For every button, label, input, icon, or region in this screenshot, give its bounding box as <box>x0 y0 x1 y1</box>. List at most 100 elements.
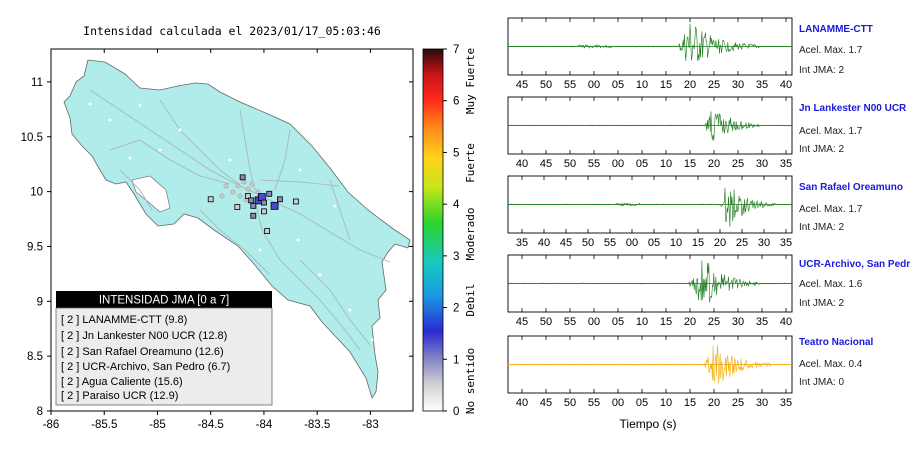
lon-tick-label: -85 <box>149 419 166 431</box>
trace-tick-label: 55 <box>588 397 600 409</box>
trace-waveform <box>507 345 792 384</box>
trace-tick-label: 20 <box>708 158 720 170</box>
station-name: San Rafael Oreamuno <box>799 182 903 193</box>
station-accel: Acel. Max. 1.7 <box>799 126 863 137</box>
trace-tick-label: 10 <box>660 158 672 170</box>
waveform-panel: 45 50 55 00 05 10 15 20 25 30 35 40 <box>507 17 793 91</box>
station-name: Teatro Nacional <box>799 337 874 348</box>
trace-tick-label: 50 <box>564 158 576 170</box>
station-accel: Acel. Max. 1.6 <box>799 279 863 290</box>
intensity-marker <box>261 199 267 206</box>
legend-item: [ 2 ] Jn Lankester N00 UCR (12.8) <box>61 330 227 342</box>
trace-tick-label: 05 <box>636 158 648 170</box>
trace-tick-label: 50 <box>564 397 576 409</box>
trace-tick-label: 55 <box>564 316 576 328</box>
cbar-tick-label: 6 <box>453 96 459 108</box>
trace-tick-label: 00 <box>612 158 624 170</box>
lat-tick-label: 9.5 <box>27 241 43 253</box>
road-network <box>89 89 391 351</box>
trace-waveform <box>507 23 792 62</box>
intensity-marker <box>250 202 257 209</box>
cbar-label: No sentido <box>464 348 477 414</box>
intensity-marker <box>270 201 279 210</box>
cbar-tick-label: 4 <box>453 199 460 211</box>
trace-tick-label: 40 <box>780 316 792 328</box>
trace-tick-label: 30 <box>732 79 744 91</box>
station-accel: Acel. Max. 0.4 <box>799 359 863 370</box>
waveform-panel: 40 45 50 55 00 05 10 15 20 25 30 35 <box>507 335 793 409</box>
trace-tick-label: 30 <box>756 397 768 409</box>
trace-tick-label: 05 <box>612 79 624 91</box>
station-accel: Acel. Max. 1.7 <box>799 204 863 215</box>
lat-tick-label: 8 <box>37 406 43 418</box>
cbar-tick-label: 5 <box>453 147 459 159</box>
lon-tick-label: -85.5 <box>91 419 117 431</box>
trace-tick-label: 50 <box>540 316 552 328</box>
trace-tick-label: 05 <box>636 397 648 409</box>
trace-tick-label: 20 <box>684 316 696 328</box>
trace-tick-label: 00 <box>588 316 600 328</box>
lon-tick-label: -83 <box>362 419 379 431</box>
trace-tick-label: 25 <box>736 237 748 249</box>
trace-tick-label: 50 <box>582 237 594 249</box>
waveform-panel: 45 50 55 00 05 10 15 20 25 30 35 40 <box>507 254 793 328</box>
trace-tick-label: 35 <box>756 79 768 91</box>
intensity-legend: INTENSIDAD JMA [0 a 7] [ 2 ] LANAMME-CTT… <box>55 291 273 406</box>
intensity-marker <box>292 198 299 205</box>
station-jma: Int JMA: 2 <box>799 298 845 309</box>
trace-tick-label: 10 <box>636 316 648 328</box>
trace-tick-label: 15 <box>660 316 672 328</box>
station-jma: Int JMA: 0 <box>799 377 845 388</box>
trace-tick-label: 25 <box>732 397 744 409</box>
map-title: Intensidad calculada el 2023/01/17_05:03… <box>83 24 381 38</box>
trace-waveform <box>507 187 792 227</box>
station-name: UCR-Archivo, San Pedro <box>799 259 910 270</box>
colorbar: 7 6 5 4 3 2 1 0 Muy Fuerte Fuerte Moderado Debi… <box>422 44 477 418</box>
trace-tick-label: 10 <box>636 79 648 91</box>
trace-tick-label: 25 <box>708 316 720 328</box>
intensity-marker <box>248 197 255 204</box>
station-jma: Int JMA: 2 <box>799 222 845 233</box>
trace-tick-label: 10 <box>660 397 672 409</box>
intensity-marker <box>239 174 246 181</box>
legend-title: INTENSIDAD JMA [0 a 7] <box>99 295 229 307</box>
cbar-tick-label: 7 <box>453 44 459 56</box>
trace-tick-label: 30 <box>756 158 768 170</box>
intensity-marker <box>261 208 267 215</box>
trace-tick-label: 35 <box>756 316 768 328</box>
lon-tick-label: -84 <box>256 419 273 431</box>
trace-tick-label: 00 <box>612 397 624 409</box>
intensity-marker <box>266 190 273 197</box>
legend-item: [ 2 ] Agua Caliente (15.6) <box>61 376 183 388</box>
costa-rica-land <box>63 59 411 399</box>
lat-tick-label: 10.5 <box>21 132 43 144</box>
trace-waveform <box>507 260 792 303</box>
trace-tick-label: 30 <box>758 237 770 249</box>
trace-tick-label: 15 <box>684 397 696 409</box>
lon-tick-label: -83.5 <box>304 419 330 431</box>
waveform-panels: 45 50 55 00 05 10 15 20 25 30 35 40 40 45 50 55 00 05 10 15… <box>507 17 793 409</box>
trace-tick-label: 15 <box>660 79 672 91</box>
trace-tick-label: 20 <box>708 397 720 409</box>
trace-tick-label: 15 <box>692 237 704 249</box>
lat-tick-label: 9 <box>37 296 43 308</box>
trace-tick-label: 40 <box>516 158 528 170</box>
legend-item: [ 2 ] Paraiso UCR (12.9) <box>61 390 178 402</box>
lon-tick-label: -84.5 <box>198 419 224 431</box>
trace-tick-label: 20 <box>684 79 696 91</box>
trace-tick-label: 30 <box>732 316 744 328</box>
cbar-tick-label: 2 <box>453 303 459 315</box>
lat-tick-label: 11 <box>31 77 43 89</box>
trace-tick-label: 50 <box>540 79 552 91</box>
cbar-label: Debil <box>464 283 477 316</box>
intensity-markers <box>207 174 299 234</box>
trace-waveform <box>507 111 792 141</box>
intensity-marker <box>277 196 283 203</box>
intensity-marker <box>207 196 214 203</box>
waveform-panel: 40 45 50 55 00 05 10 15 20 25 30 35 <box>507 96 793 170</box>
trace-tick-label: 45 <box>516 316 528 328</box>
lat-axis: 11 10.5 10 9.5 9 8.5 8 <box>21 77 413 418</box>
trace-tick-label: 40 <box>780 79 792 91</box>
trace-tick-label: 45 <box>560 237 572 249</box>
